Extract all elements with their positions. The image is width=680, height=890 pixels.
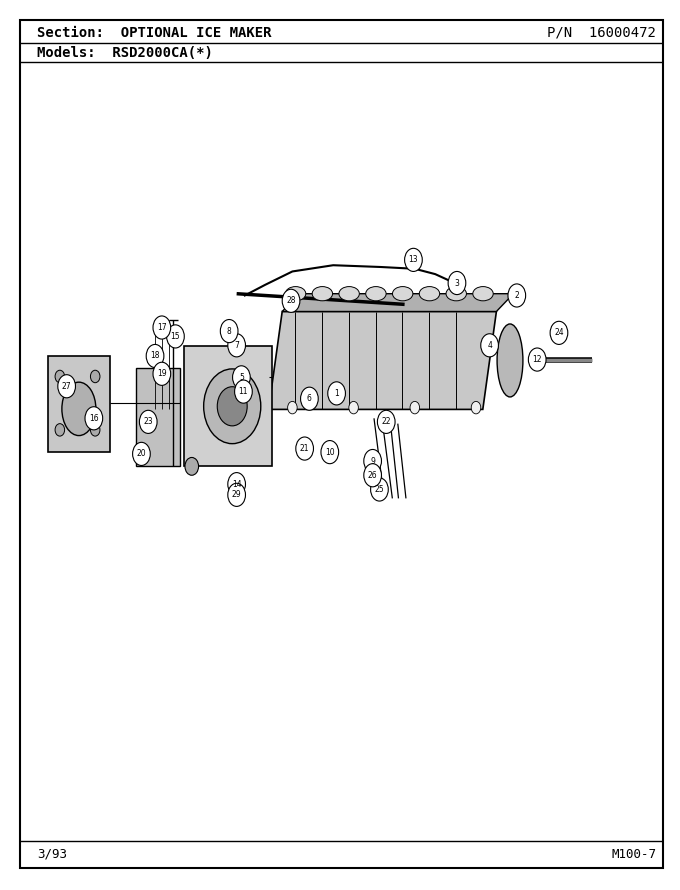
Polygon shape	[269, 312, 496, 409]
Circle shape	[153, 362, 171, 385]
Circle shape	[55, 424, 65, 436]
Circle shape	[146, 344, 164, 368]
Circle shape	[204, 368, 261, 443]
Text: 1: 1	[335, 389, 339, 398]
Circle shape	[228, 483, 245, 506]
Circle shape	[377, 410, 395, 433]
Circle shape	[228, 334, 245, 357]
Circle shape	[349, 401, 358, 414]
Circle shape	[90, 424, 100, 436]
Circle shape	[55, 370, 65, 383]
Text: 16: 16	[89, 414, 99, 423]
Circle shape	[410, 401, 420, 414]
Circle shape	[328, 382, 345, 405]
Text: 12: 12	[532, 355, 542, 364]
Text: 3/93: 3/93	[37, 848, 67, 861]
Ellipse shape	[446, 287, 466, 301]
Ellipse shape	[497, 324, 523, 397]
Text: 25: 25	[375, 485, 384, 494]
Text: 19: 19	[157, 369, 167, 378]
Circle shape	[133, 442, 150, 465]
Polygon shape	[282, 294, 513, 311]
Circle shape	[405, 248, 422, 271]
Text: 20: 20	[137, 449, 146, 458]
Text: 2: 2	[515, 291, 519, 300]
Text: M100-7: M100-7	[611, 848, 656, 861]
Circle shape	[90, 370, 100, 383]
Circle shape	[233, 366, 250, 389]
Bar	[136, 368, 180, 466]
Ellipse shape	[62, 382, 96, 435]
Text: 26: 26	[368, 471, 377, 480]
Text: 24: 24	[554, 328, 564, 337]
Text: P/N  16000472: P/N 16000472	[547, 26, 656, 40]
Text: Section:  OPTIONAL ICE MAKER: Section: OPTIONAL ICE MAKER	[37, 26, 272, 40]
Circle shape	[471, 401, 481, 414]
Text: 8: 8	[227, 327, 231, 336]
Circle shape	[218, 386, 248, 425]
Text: 6: 6	[307, 394, 312, 403]
Text: 28: 28	[286, 296, 296, 305]
Circle shape	[528, 348, 546, 371]
Ellipse shape	[366, 287, 386, 301]
Circle shape	[301, 387, 318, 410]
Circle shape	[371, 478, 388, 501]
Circle shape	[508, 284, 526, 307]
Ellipse shape	[473, 287, 493, 301]
Bar	[184, 346, 272, 466]
Circle shape	[220, 320, 238, 343]
Text: 17: 17	[157, 323, 167, 332]
Circle shape	[228, 473, 245, 496]
Ellipse shape	[312, 287, 333, 301]
Circle shape	[167, 325, 184, 348]
Circle shape	[321, 441, 339, 464]
Text: 7: 7	[234, 341, 239, 350]
Circle shape	[288, 401, 297, 414]
Ellipse shape	[286, 287, 306, 301]
Ellipse shape	[420, 287, 440, 301]
Text: 18: 18	[150, 352, 160, 360]
Text: 21: 21	[300, 444, 309, 453]
Circle shape	[185, 457, 199, 475]
Circle shape	[481, 334, 498, 357]
Circle shape	[282, 289, 300, 312]
Circle shape	[235, 380, 252, 403]
Circle shape	[139, 410, 157, 433]
Text: 4: 4	[487, 341, 492, 350]
Text: 5: 5	[239, 373, 244, 382]
Circle shape	[153, 316, 171, 339]
Bar	[48, 356, 110, 452]
Circle shape	[448, 271, 466, 295]
Circle shape	[58, 375, 75, 398]
Circle shape	[85, 407, 103, 430]
Text: 13: 13	[409, 255, 418, 264]
Circle shape	[296, 437, 313, 460]
Text: 29: 29	[232, 490, 241, 499]
Circle shape	[364, 464, 381, 487]
Text: 15: 15	[171, 332, 180, 341]
Ellipse shape	[339, 287, 359, 301]
Text: Models:  RSD2000CA(*): Models: RSD2000CA(*)	[37, 45, 214, 60]
Text: 9: 9	[370, 457, 375, 465]
Text: 22: 22	[381, 417, 391, 426]
Text: 27: 27	[62, 382, 71, 391]
Circle shape	[364, 449, 381, 473]
Text: 14: 14	[232, 480, 241, 489]
Text: 3: 3	[454, 279, 460, 287]
Text: 11: 11	[239, 387, 248, 396]
Text: 10: 10	[325, 448, 335, 457]
Text: 23: 23	[143, 417, 153, 426]
Circle shape	[550, 321, 568, 344]
Ellipse shape	[392, 287, 413, 301]
